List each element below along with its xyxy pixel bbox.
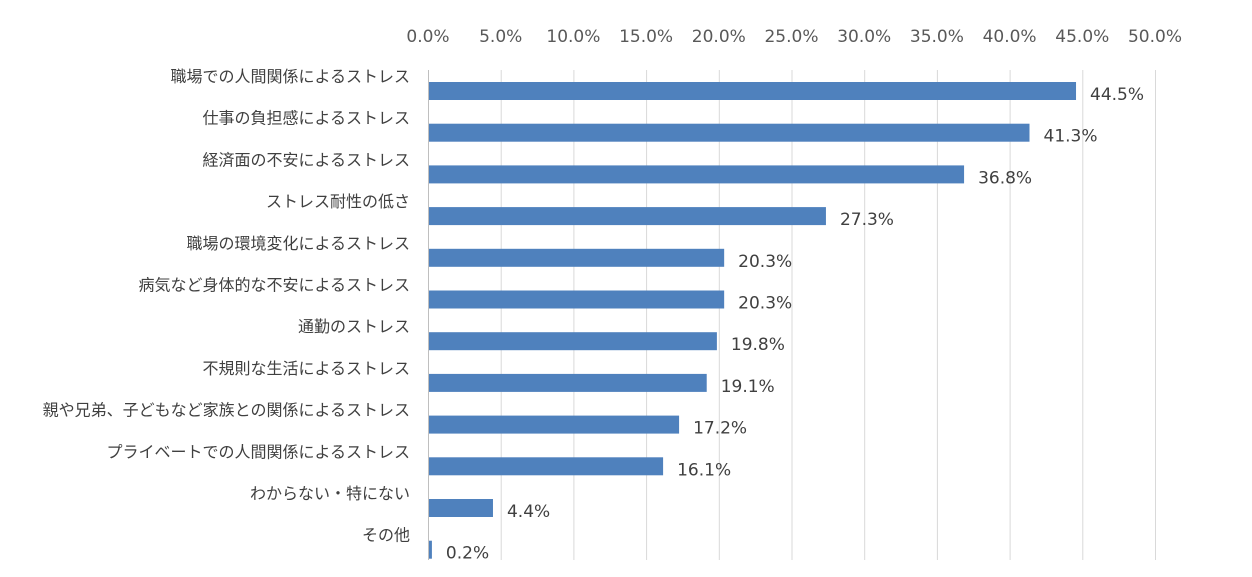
data-label: 20.3% bbox=[738, 252, 792, 272]
data-label: 36.8% bbox=[978, 168, 1032, 188]
bar bbox=[429, 82, 1077, 100]
x-tick-label: 40.0% bbox=[983, 27, 1037, 47]
x-tick-label: 50.0% bbox=[1128, 27, 1182, 47]
category-label: 経済面の不安によるストレス bbox=[202, 150, 410, 169]
bar bbox=[429, 332, 717, 351]
bar bbox=[429, 499, 493, 517]
data-label: 19.1% bbox=[721, 377, 775, 397]
category-label: わからない・特にない bbox=[250, 484, 410, 503]
x-tick-label: 35.0% bbox=[910, 27, 964, 47]
category-label: プライベートでの人間関係によるストレス bbox=[106, 442, 410, 461]
bar bbox=[429, 540, 432, 559]
bar bbox=[429, 123, 1030, 142]
data-label: 0.2% bbox=[446, 544, 489, 564]
x-axis-ticks: 0.0% 5.0% 10.0% 15.0% 20.0% 25.0% 30.0% 35.0% 40… bbox=[406, 27, 1182, 47]
data-label: 44.5% bbox=[1090, 85, 1144, 105]
bar bbox=[429, 373, 707, 392]
x-tick-label: 10.0% bbox=[546, 27, 600, 47]
data-label: 41.3% bbox=[1044, 127, 1098, 147]
data-label: 16.1% bbox=[677, 460, 731, 480]
category-label: 仕事の負担感によるストレス bbox=[202, 109, 410, 128]
x-tick-label: 45.0% bbox=[1055, 27, 1109, 47]
data-label: 20.3% bbox=[738, 294, 792, 314]
bars bbox=[429, 82, 1077, 559]
data-label: 4.4% bbox=[507, 502, 550, 522]
bar bbox=[429, 248, 725, 267]
category-label: その他 bbox=[362, 526, 410, 545]
bar bbox=[429, 290, 725, 309]
category-label: 親や兄弟、子どもなど家族との関係によるストレス bbox=[43, 401, 410, 420]
category-label: 病気など身体的な不安によるストレス bbox=[138, 276, 410, 295]
category-label: 通勤のストレス bbox=[298, 317, 410, 336]
data-label: 27.3% bbox=[840, 210, 894, 230]
category-label: 不規則な生活によるストレス bbox=[202, 359, 410, 378]
x-tick-label: 15.0% bbox=[619, 27, 673, 47]
data-label: 19.8% bbox=[731, 335, 785, 355]
category-label: ストレス耐性の低さ bbox=[266, 192, 410, 211]
bar bbox=[429, 415, 680, 434]
x-tick-label: 0.0% bbox=[406, 27, 449, 47]
category-labels: 職場での人間関係によるストレス仕事の負担感によるストレス経済面の不安によるストレ… bbox=[43, 67, 410, 545]
category-label: 職場での人間関係によるストレス bbox=[170, 67, 410, 86]
x-tick-label: 30.0% bbox=[837, 27, 891, 47]
data-label: 17.2% bbox=[693, 419, 747, 439]
bar bbox=[429, 165, 965, 184]
gridlines bbox=[428, 70, 1156, 560]
bar bbox=[429, 457, 664, 476]
bar bbox=[429, 207, 826, 226]
category-label: 職場の環境変化によるストレス bbox=[186, 234, 410, 253]
x-tick-label: 5.0% bbox=[479, 27, 522, 47]
x-tick-label: 20.0% bbox=[692, 27, 746, 47]
x-tick-label: 25.0% bbox=[764, 27, 818, 47]
data-labels: 44.5% 41.3% 36.8% 27.3% 20.3% 20.3% 19.8% 19.1%… bbox=[446, 85, 1144, 564]
